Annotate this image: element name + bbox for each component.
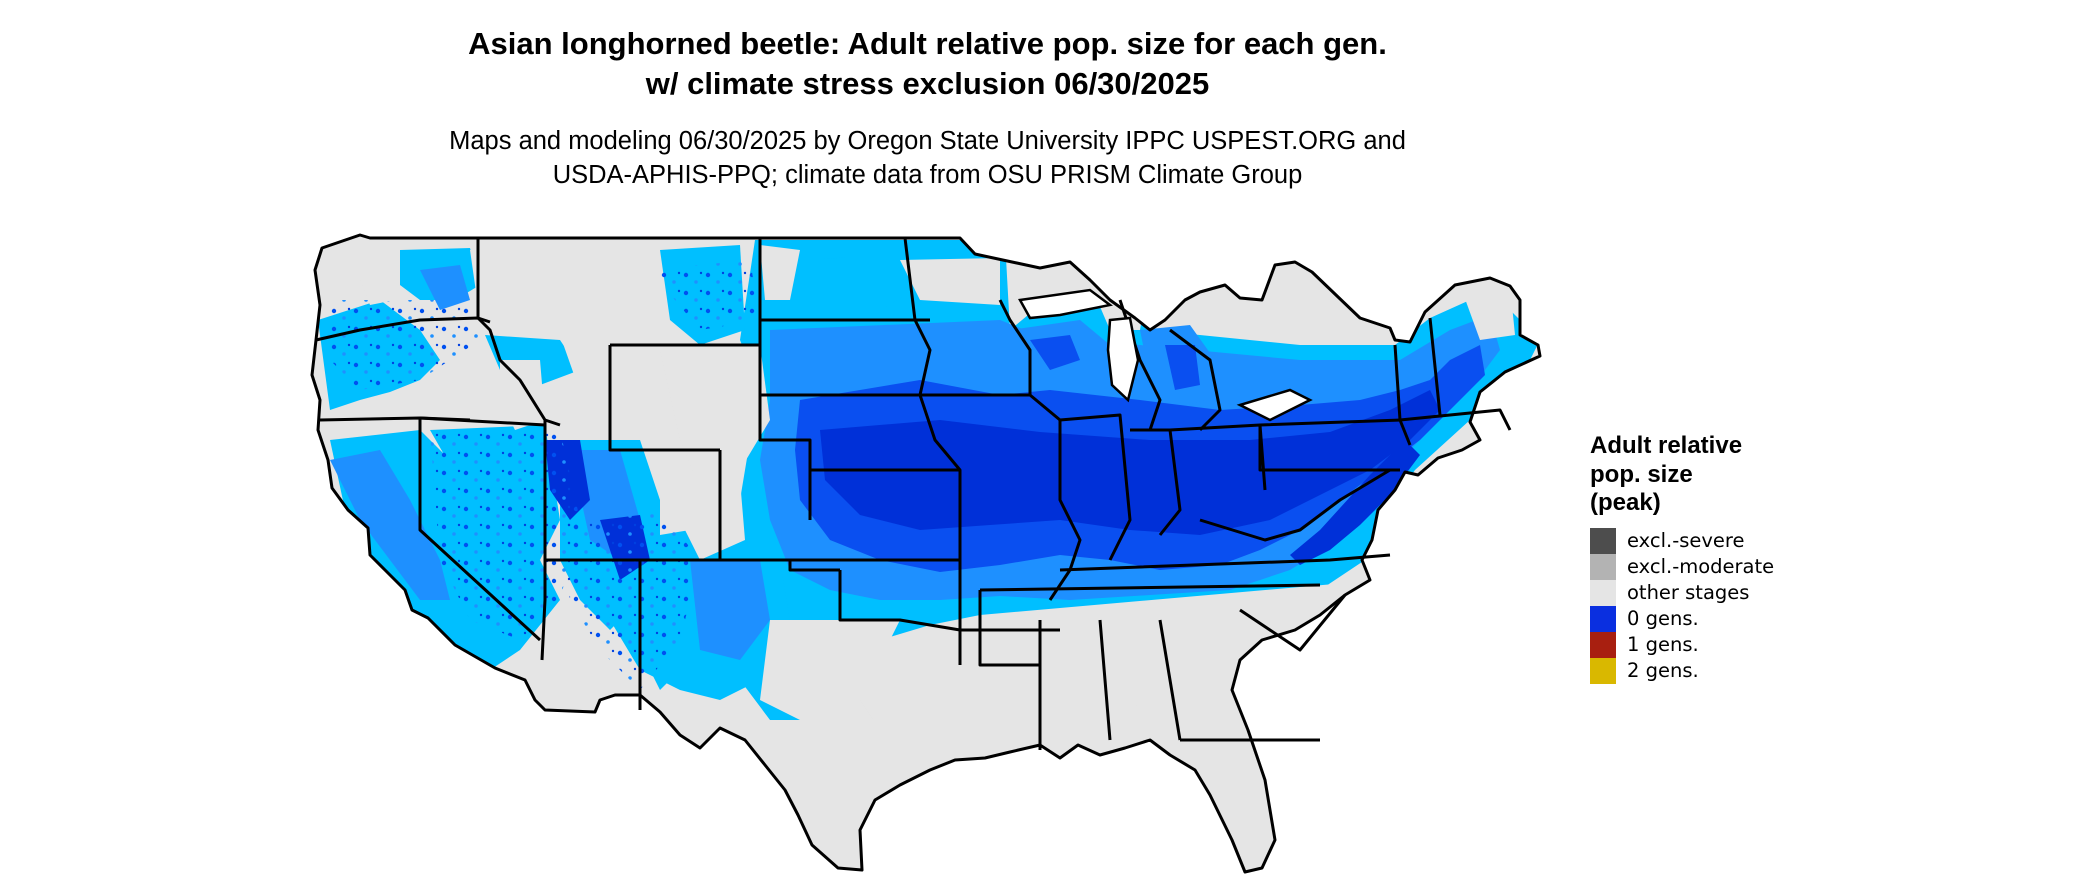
legend-swatch (1590, 631, 1616, 658)
border-il-mo (1048, 420, 1082, 601)
subtitle-line-2: USDA-APHIS-PPQ; climate data from OSU PR… (552, 161, 1303, 189)
legend-swatch (1590, 579, 1616, 606)
lake-michigan (1106, 316, 1140, 403)
border-nv-ut (540, 420, 547, 661)
legend-item-1-gens: 1 gens. (1590, 631, 1850, 658)
us-map (300, 220, 1580, 892)
border-ct-ma (1399, 408, 1512, 431)
great-lakes (1018, 288, 1313, 422)
legend-label: 0 gens. (1627, 607, 1699, 630)
border-or-wa (315, 316, 491, 342)
legend-swatch (1590, 605, 1616, 632)
border-nv-north (419, 416, 546, 427)
border-ms-al-ga (1038, 619, 1182, 750)
legend-item-0-gens: 0 gens. (1590, 605, 1850, 632)
legend-title-line-1: Adult relative (1590, 432, 1743, 459)
border-tn-south (979, 583, 1321, 592)
map-title: Asian longhorned beetle: Adult relative … (0, 24, 1855, 104)
title-line-1: Asian longhorned beetle: Adult relative … (468, 26, 1387, 61)
state-borders (310, 233, 1542, 874)
population-zones (318, 240, 1540, 860)
legend-swatch (1590, 553, 1616, 580)
legend-item-excl-severe: excl.-severe (1590, 527, 1850, 554)
map-subtitle: Maps and modeling 06/30/2025 by Oregon S… (0, 124, 1855, 192)
zone-speckle (330, 260, 760, 690)
border-ok-tx (838, 570, 961, 632)
legend-swatch (1590, 657, 1616, 684)
border-sc-nc (1239, 594, 1347, 652)
legend-swatch (1590, 527, 1616, 554)
legend-title-line-3: (peak) (1590, 489, 1661, 516)
legend-item-2-gens: 2 gens. (1590, 657, 1850, 684)
border-pa-md (1258, 425, 1400, 472)
title-line-2: w/ climate stress exclusion 06/30/2025 (645, 66, 1210, 101)
border-tn-ky (1059, 553, 1391, 572)
legend-label: excl.-moderate (1627, 555, 1775, 578)
border-ca-nv (418, 418, 542, 642)
us-map-svg (310, 233, 1542, 874)
subtitle-line-1: Maps and modeling 06/30/2025 by Oregon S… (449, 127, 1406, 155)
legend-item-other-stages: other stages (1590, 579, 1850, 606)
legend: Adult relative pop. size (peak) excl.-se… (1590, 432, 1850, 684)
legend-label: excl.-severe (1627, 529, 1745, 552)
legend-label: other stages (1627, 581, 1750, 604)
legend-label: 2 gens. (1627, 659, 1699, 682)
border-mn-wi (998, 299, 1032, 395)
lake-erie (1236, 388, 1313, 422)
legend-title-line-2: pop. size (1590, 460, 1693, 488)
legend-item-excl-moderate: excl.-moderate (1590, 553, 1850, 580)
legend-label: 1 gens. (1627, 633, 1699, 656)
border-ne-states (1393, 317, 1442, 421)
legend-title: Adult relative pop. size (peak) (1590, 432, 1850, 518)
border-wy (608, 345, 720, 452)
border-va-wv (1199, 468, 1391, 542)
border-il-in (1059, 413, 1132, 561)
lake-superior (1018, 288, 1113, 320)
